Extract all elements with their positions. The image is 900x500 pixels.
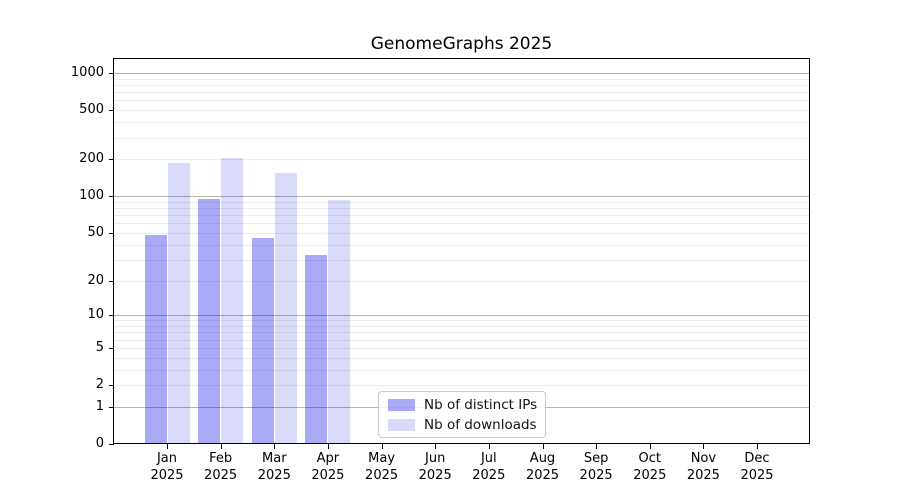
y-tick-label: 0: [95, 436, 104, 451]
x-tick-label: Nov 2025: [686, 451, 720, 483]
y-tick-mark: [109, 232, 114, 234]
minor-gridline: [113, 100, 810, 102]
x-tick-mark: [274, 444, 276, 449]
minor-gridline: [113, 320, 810, 322]
x-tick-label: Jun 2025: [418, 451, 452, 483]
minor-gridline: [113, 92, 810, 94]
y-tick-label: 20: [87, 272, 104, 288]
bar-downloads: [167, 163, 190, 444]
y-tick-mark: [109, 406, 114, 408]
chart-title: GenomeGraphs 2025: [370, 34, 553, 54]
major-gridline: [113, 73, 810, 74]
x-tick-mark: [167, 444, 168, 449]
minor-gridline: [113, 385, 810, 386]
y-tick-label: 200: [79, 151, 104, 167]
x-tick-label: Apr 2025: [311, 451, 345, 483]
minor-gridline: [113, 215, 810, 217]
y-tick-mark: [109, 110, 114, 112]
x-tick-label: May 2025: [365, 451, 399, 483]
minor-gridline: [113, 110, 810, 112]
bar-distinct-ips: [251, 238, 274, 444]
bar-distinct-ips: [305, 254, 328, 444]
minor-gridline: [113, 223, 810, 225]
y-tick-mark: [109, 280, 114, 282]
y-tick-label: 10: [87, 307, 104, 323]
y-tick-label: 1: [95, 398, 104, 414]
legend-swatch-distinct-ips-icon: [388, 398, 415, 411]
y-tick-label: 5: [95, 339, 104, 355]
y-tick-mark: [109, 385, 114, 386]
bar-distinct-ips: [144, 235, 167, 444]
legend-label-downloads: Nb of downloads: [424, 416, 537, 433]
x-tick-label: Feb 2025: [204, 451, 238, 483]
x-tick-mark: [220, 444, 222, 449]
major-gridline: [113, 196, 810, 198]
x-tick-mark: [435, 444, 437, 449]
x-tick-label: Aug 2025: [525, 451, 560, 483]
y-tick-label: 100: [79, 188, 104, 204]
bar-downloads: [274, 172, 297, 444]
legend-item-downloads: Nb of downloads: [388, 416, 537, 433]
x-tick-label: Dec 2025: [740, 451, 774, 483]
y-tick-label: 1000: [70, 65, 104, 80]
legend-label-distinct-ips: Nb of distinct IPs: [424, 396, 538, 413]
x-tick-mark: [596, 444, 598, 449]
minor-gridline: [113, 244, 810, 246]
minor-gridline: [113, 201, 810, 203]
y-tick-mark: [109, 315, 114, 317]
minor-gridline: [113, 332, 810, 334]
minor-gridline: [113, 326, 810, 327]
bar-downloads: [221, 157, 244, 444]
x-tick-label: Sep 2025: [579, 451, 613, 483]
y-tick-label: 2: [95, 377, 104, 392]
minor-gridline: [113, 339, 810, 341]
minor-gridline: [113, 78, 810, 80]
minor-gridline: [113, 280, 810, 282]
x-tick-label: Oct 2025: [633, 451, 667, 483]
minor-gridline: [113, 122, 810, 124]
minor-gridline: [113, 159, 810, 161]
minor-gridline: [113, 347, 810, 349]
y-tick-mark: [109, 159, 114, 161]
y-tick-mark: [109, 196, 114, 198]
minor-gridline: [113, 259, 810, 261]
x-tick-label: Jan 2025: [150, 451, 184, 483]
x-tick-mark: [703, 444, 705, 449]
minor-gridline: [113, 369, 810, 371]
x-tick-mark: [649, 444, 651, 449]
plot-area: Nb of distinct IPs Nb of downloads: [113, 58, 810, 444]
y-tick-label: 500: [79, 102, 104, 118]
x-tick-mark: [327, 444, 329, 449]
y-tick-mark: [109, 444, 114, 445]
x-tick-mark: [757, 444, 758, 449]
minor-gridline: [113, 85, 810, 86]
x-tick-label: Mar 2025: [257, 451, 291, 483]
y-tick-label: 50: [87, 224, 104, 240]
bar-distinct-ips: [198, 198, 221, 444]
legend-item-distinct-ips: Nb of distinct IPs: [388, 396, 538, 413]
x-tick-mark: [488, 444, 490, 449]
minor-gridline: [113, 357, 810, 359]
major-gridline: [113, 315, 810, 317]
legend: Nb of distinct IPs Nb of downloads: [378, 391, 546, 438]
x-tick-label: Jul 2025: [472, 451, 506, 483]
y-tick-mark: [109, 347, 114, 349]
minor-gridline: [113, 232, 810, 234]
minor-gridline: [113, 137, 810, 139]
legend-swatch-downloads-icon: [388, 418, 415, 431]
x-tick-mark: [381, 444, 383, 449]
minor-gridline: [113, 208, 810, 209]
y-tick-mark: [109, 73, 114, 74]
x-tick-mark: [542, 444, 544, 449]
bar-downloads: [328, 200, 351, 444]
